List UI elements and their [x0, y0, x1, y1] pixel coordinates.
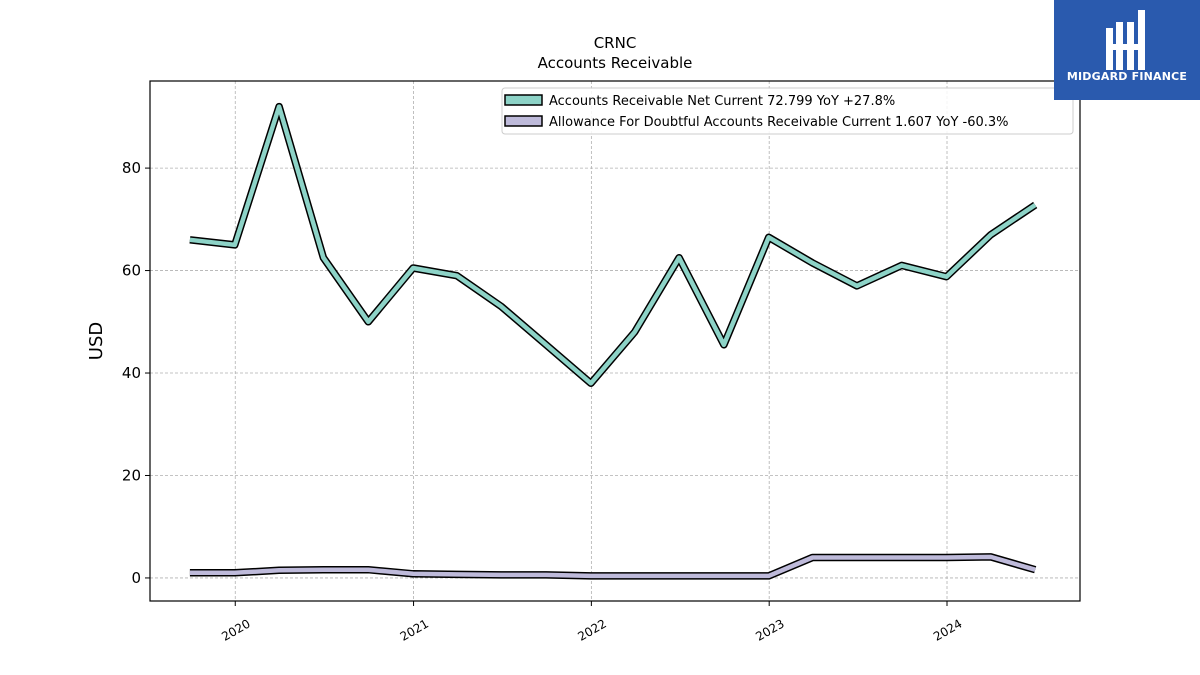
legend: Accounts Receivable Net Current 72.799 Y…: [501, 87, 1074, 135]
y-tick-label: 20: [122, 466, 141, 484]
y-tick-label: 40: [122, 364, 141, 382]
legend-label: Allowance For Doubtful Accounts Receivab…: [549, 115, 1009, 130]
y-tick-label: 60: [122, 262, 141, 280]
legend-label: Accounts Receivable Net Current 72.799 Y…: [549, 94, 895, 109]
legend-swatch: [504, 115, 543, 127]
y-tick-label: 0: [131, 569, 141, 587]
y-axis-label: USD: [86, 322, 107, 360]
x-tick-label: 2021: [398, 616, 431, 643]
series-line: [189, 104, 1037, 386]
series-line-outline: [189, 102, 1038, 388]
y-tick-label: 80: [122, 159, 141, 177]
legend-box: [501, 87, 1074, 135]
series-2: [189, 553, 1037, 580]
series-1: [189, 102, 1038, 388]
brand-logo: MIDGARD FINANCE: [1054, 0, 1200, 100]
brand-logo-icon: [1106, 10, 1145, 70]
series-line: [189, 554, 1036, 579]
chart-title: CRNC: [594, 34, 637, 52]
legend-swatch: [504, 94, 543, 106]
x-tick-label: 2024: [931, 616, 964, 643]
x-tick-label: 2020: [219, 616, 252, 643]
grid: [150, 81, 1080, 601]
brand-logo-text: MIDGARD FINANCE: [1066, 70, 1188, 83]
x-tick-label: 2022: [575, 616, 608, 643]
x-tick-label: 2023: [753, 616, 786, 643]
chart-subtitle: Accounts Receivable: [538, 54, 693, 72]
plot-frame: [149, 80, 1081, 602]
